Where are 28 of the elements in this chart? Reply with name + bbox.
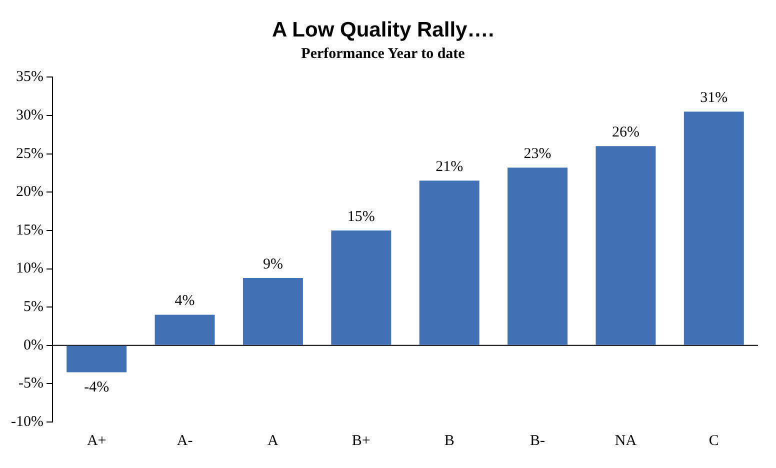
y-tick-label: 10%: [16, 260, 44, 277]
data-label: 21%: [436, 159, 464, 176]
data-label: 31%: [700, 90, 728, 106]
x-tick-label: A: [268, 432, 279, 449]
y-tick-label: -5%: [18, 376, 44, 392]
y-tick-label: 20%: [16, 184, 44, 200]
x-tick-label: NA: [614, 432, 637, 449]
x-tick-label: B-: [530, 432, 546, 449]
y-tick-label: 15%: [16, 222, 44, 238]
x-tick-label: A-: [176, 432, 193, 449]
y-tick-label: 5%: [23, 299, 44, 316]
data-label: 26%: [612, 124, 640, 141]
y-tick-label: 25%: [16, 146, 44, 162]
x-tick-label: B: [444, 432, 454, 449]
data-label: -4%: [84, 380, 110, 396]
data-label: 15%: [347, 208, 375, 225]
chart-subtitle: Performance Year to date: [301, 46, 466, 62]
x-tick-label: B+: [352, 432, 370, 449]
data-label: 9%: [262, 256, 283, 272]
data-label: 4%: [174, 293, 195, 310]
x-tick-label: C: [708, 432, 719, 449]
chart-title: A Low Quality Rally….: [272, 18, 494, 42]
y-tick-label: 30%: [16, 107, 44, 124]
y-tick-label: 0%: [23, 337, 44, 354]
x-tick-label: A+: [86, 432, 106, 449]
data-label: 23%: [524, 146, 552, 162]
y-tick-label: 35%: [16, 69, 44, 86]
y-tick-label: -10%: [10, 414, 44, 430]
